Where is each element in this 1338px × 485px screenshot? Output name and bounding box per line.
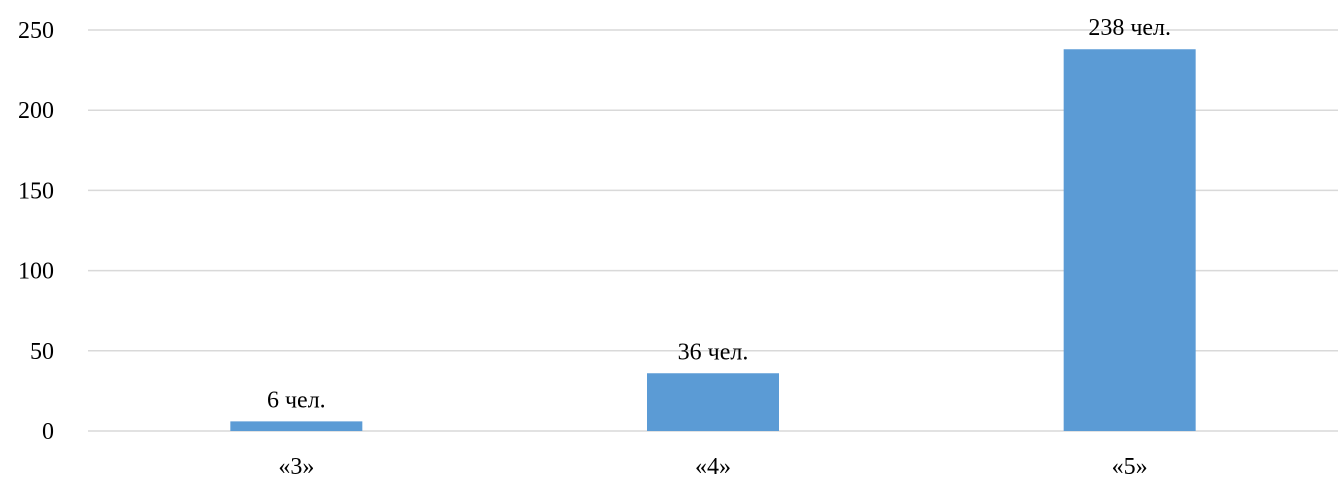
x-category-label: «3» <box>278 454 314 480</box>
y-tick-label: 150 <box>18 178 54 204</box>
bar-value-label: 238 чел. <box>1088 15 1171 41</box>
y-tick-label: 100 <box>18 259 54 285</box>
bar-value-label: 36 чел. <box>678 339 749 365</box>
bar-value-label: 6 чел. <box>267 387 326 413</box>
y-tick-label: 50 <box>30 339 54 365</box>
y-tick-label: 250 <box>18 18 54 44</box>
x-category-label: «4» <box>695 454 731 480</box>
bar <box>1063 49 1196 432</box>
bar <box>647 373 779 431</box>
x-axis-labels: «3» «4» «5» <box>278 454 1147 480</box>
y-tick-label: 0 <box>42 419 54 445</box>
y-axis-ticks: 0 50 100 150 200 250 <box>18 18 54 445</box>
data-labels: 6 чел. 36 чел. 238 чел. <box>267 15 1171 413</box>
bar <box>230 421 363 431</box>
x-category-label: «5» <box>1112 454 1148 480</box>
y-tick-label: 200 <box>18 98 54 124</box>
bars <box>230 49 1196 432</box>
